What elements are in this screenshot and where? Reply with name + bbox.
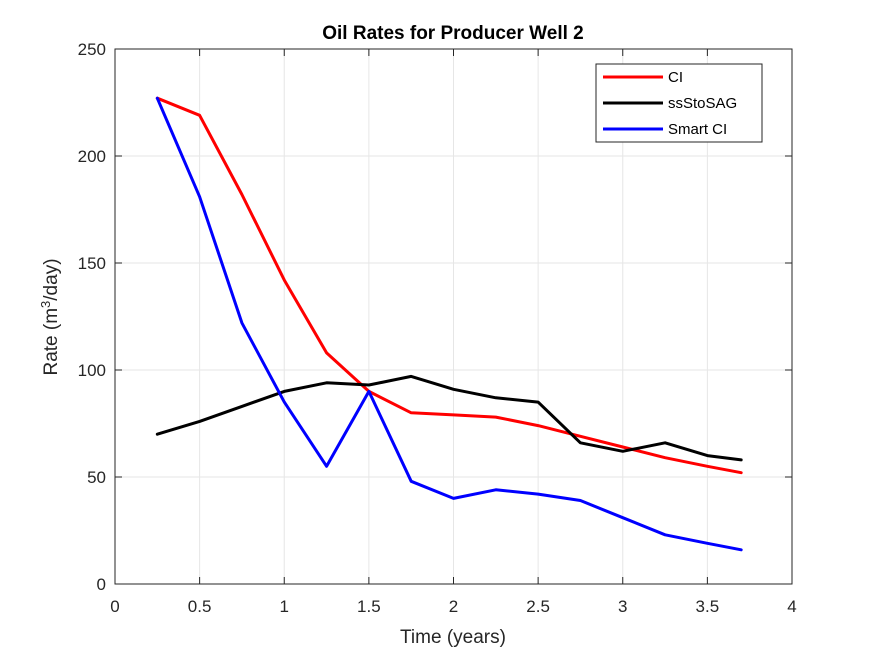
y-tick-label: 250 — [78, 40, 106, 59]
x-tick-label: 3.5 — [696, 597, 720, 616]
legend-label: ssStoSAG — [668, 95, 737, 112]
x-tick-label: 2.5 — [526, 597, 550, 616]
x-tick-label: 1.5 — [357, 597, 381, 616]
y-tick-label: 50 — [87, 468, 106, 487]
x-tick-label: 4 — [787, 597, 796, 616]
y-tick-label: 200 — [78, 147, 106, 166]
y-tick-label: 0 — [97, 575, 106, 594]
legend: CI ssStoSAG Smart CI — [595, 63, 763, 143]
x-tick-label: 1 — [280, 597, 289, 616]
legend-label: Smart CI — [668, 121, 727, 138]
y-axis-label-suffix: /day) — [41, 258, 62, 300]
y-tick-label: 150 — [78, 254, 106, 273]
x-tick-label: 0 — [110, 597, 119, 616]
series-lines — [155, 96, 743, 552]
chart-title: Oil Rates for Producer Well 2 — [322, 23, 584, 44]
legend-label: CI — [668, 69, 683, 86]
series-line-ci — [155, 96, 743, 475]
y-tick-label: 100 — [78, 361, 106, 380]
x-tick-label: 2 — [449, 597, 458, 616]
series-line-ssstosag — [155, 374, 743, 462]
axes: 0 0.5 1 1.5 2 2.5 3 3.5 4 0 50 100 150 200 250 — [78, 40, 797, 616]
y-axis-label: Rate (m3/day) — [38, 258, 62, 375]
series-line-smart-ci — [155, 96, 743, 552]
y-axis-label-superscript: 3 — [38, 301, 53, 308]
y-axis-label-prefix: Rate (m — [41, 308, 62, 376]
x-axis-label: Time (years) — [400, 627, 506, 648]
x-tick-label: 0.5 — [188, 597, 212, 616]
x-tick-label: 3 — [618, 597, 627, 616]
